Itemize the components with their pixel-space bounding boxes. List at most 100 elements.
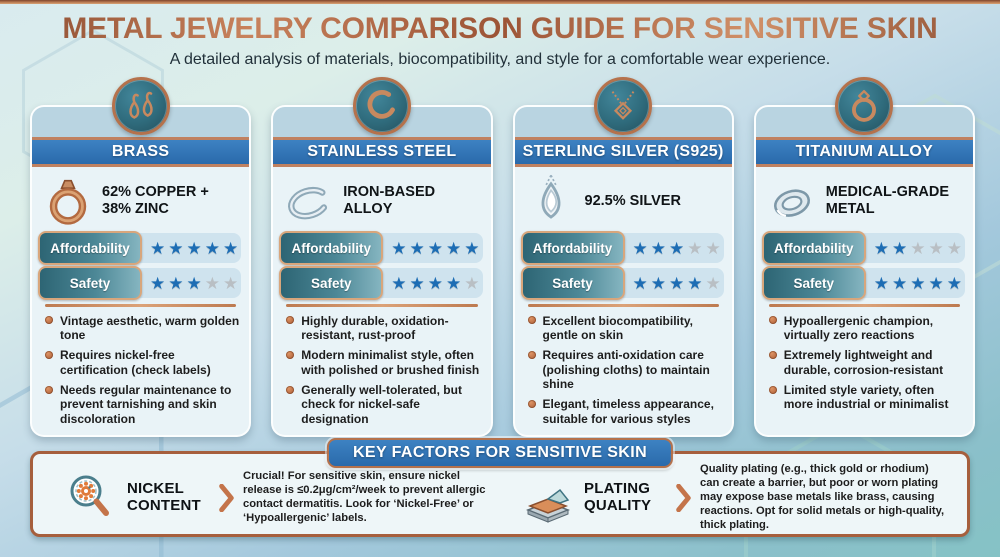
silver-pendant-icon [521, 171, 581, 231]
column-title: BRASS [32, 137, 250, 167]
page-subtitle: A detailed analysis of materials, biocom… [169, 51, 831, 68]
star-filled-icon: ★ [186, 238, 205, 258]
star-filled-icon: ★ [150, 273, 169, 293]
bullet-item: Generally well-tolerated, but check for … [286, 383, 482, 426]
star-filled-icon: ★ [650, 238, 669, 258]
column-titanium-alloy: TITANIUM ALLOY MEDICAL-GRADE METAL Affor… [753, 77, 975, 437]
star-filled-icon: ★ [223, 238, 242, 258]
affordability-stars: ★★★★★ [391, 240, 482, 257]
factor-label: PLATING QUALITY [584, 480, 668, 515]
star-empty-icon: ★ [946, 238, 965, 258]
star-filled-icon: ★ [391, 273, 410, 293]
affordability-rating: Affordability ★★★★★ [761, 231, 965, 265]
star-filled-icon: ★ [892, 273, 911, 293]
star-filled-icon: ★ [669, 238, 688, 258]
column-brass: BRASS 62% COPPER + 38% ZINC Affordabilit… [30, 77, 252, 437]
star-filled-icon: ★ [946, 273, 965, 293]
star-filled-icon: ★ [427, 273, 446, 293]
diamond-ring-icon [835, 77, 894, 135]
plating-layers-icon [520, 470, 576, 526]
affordability-rating: Affordability ★★★★★ [38, 231, 242, 265]
copper-divider [45, 304, 237, 307]
bullet-item: Modern minimalist style, often with poli… [286, 348, 482, 377]
page-title: METAL JEWELRY COMPARISON GUIDE FOR SENSI… [0, 12, 1000, 46]
affordability-label: Affordability [279, 231, 384, 265]
bullet-item: Vintage aesthetic, warm golden tone [45, 314, 241, 343]
star-filled-icon: ★ [409, 238, 428, 258]
affordability-label: Affordability [761, 231, 866, 265]
star-empty-icon: ★ [705, 273, 724, 293]
star-filled-icon: ★ [892, 238, 911, 258]
page-header: METAL JEWELRY COMPARISON GUIDE FOR SENSI… [0, 0, 1000, 69]
material-composition: IRON-BASED ALLOY [343, 184, 436, 217]
magnifier-gear-icon [63, 470, 119, 526]
material-row: MEDICAL-GRADE METAL [756, 167, 973, 231]
material-card: BRASS 62% COPPER + 38% ZINC Affordabilit… [30, 105, 252, 437]
bullet-list: Highly durable, oxidation-resistant, rus… [286, 314, 482, 427]
material-composition: 62% COPPER + 38% ZINC [102, 184, 209, 217]
brass-ring-icon [38, 171, 98, 231]
necklace-icon [594, 77, 653, 135]
factor-label-line1: NICKEL [127, 480, 185, 498]
bullet-item: Elegant, timeless appearance, suitable f… [527, 397, 724, 426]
star-filled-icon: ★ [650, 273, 669, 293]
affordability-label: Affordability [38, 231, 142, 265]
factor-label: NICKEL CONTENT [127, 480, 211, 515]
star-empty-icon: ★ [928, 238, 947, 258]
bullet-item: Limited style variety, often more indust… [768, 383, 965, 412]
copper-divider [768, 304, 960, 307]
safety-rating: Safety ★★★★★ [520, 266, 724, 300]
star-filled-icon: ★ [910, 273, 929, 293]
factor-plating-quality: PLATING QUALITY Quality plating (e.g., t… [500, 463, 957, 532]
column-sterling-silver: STERLING SILVER (S925) 92.5% SILVER Affo… [512, 77, 734, 437]
key-factors-panel: KEY FACTORS FOR SENSITIVE SKIN [30, 438, 970, 537]
star-filled-icon: ★ [409, 273, 428, 293]
star-filled-icon: ★ [464, 238, 483, 258]
safety-stars: ★★★★★ [633, 275, 724, 292]
star-filled-icon: ★ [687, 273, 706, 293]
bullet-list: Vintage aesthetic, warm golden tone Requi… [45, 314, 241, 427]
bullet-item: Highly durable, oxidation-resistant, rus… [286, 314, 482, 343]
copper-divider [527, 304, 719, 307]
star-filled-icon: ★ [186, 273, 205, 293]
safety-stars: ★★★★★ [150, 275, 241, 292]
bullet-item: Requires nickel-free certification (chec… [45, 348, 241, 377]
factor-description: Crucial! For sensitive skin, ensure nick… [243, 470, 486, 524]
titanium-band-icon [762, 171, 822, 231]
star-empty-icon: ★ [705, 238, 724, 258]
star-filled-icon: ★ [150, 238, 169, 258]
copper-divider [286, 304, 478, 307]
chevron-right-icon [219, 483, 235, 513]
material-row: IRON-BASED ALLOY [273, 167, 490, 231]
star-empty-icon: ★ [464, 273, 483, 293]
safety-rating: Safety ★★★★★ [761, 266, 965, 300]
earrings-icon [111, 77, 170, 135]
bullet-item: Excellent biocompatibility, gentle on sk… [527, 314, 724, 343]
top-copper-strip [0, 0, 1000, 4]
star-empty-icon: ★ [687, 238, 706, 258]
factor-label-line2: QUALITY [584, 497, 652, 514]
star-filled-icon: ★ [427, 238, 446, 258]
star-filled-icon: ★ [873, 238, 892, 258]
column-title: STAINLESS STEEL [273, 137, 491, 167]
star-filled-icon: ★ [632, 238, 651, 258]
bullet-list: Excellent biocompatibility, gentle on sk… [527, 314, 724, 427]
safety-label: Safety [761, 266, 866, 300]
affordability-stars: ★★★★★ [874, 240, 965, 257]
star-filled-icon: ★ [669, 273, 688, 293]
affordability-rating: Affordability ★★★★★ [520, 231, 724, 265]
chevron-right-icon [676, 483, 692, 513]
material-composition: MEDICAL-GRADE METAL [825, 184, 949, 217]
bullet-item: Hypoallergenic champion, virtually zero … [768, 314, 965, 343]
affordability-stars: ★★★★★ [633, 240, 724, 257]
bangle-icon [352, 77, 411, 135]
star-filled-icon: ★ [391, 238, 410, 258]
star-empty-icon: ★ [223, 273, 242, 293]
column-title: TITANIUM ALLOY [755, 137, 973, 167]
factor-description: Quality plating (e.g., thick gold or rho… [700, 463, 945, 531]
factor-nickel-content: NICKEL CONTENT Crucial! For sensitive sk… [43, 470, 500, 526]
bullet-item: Extremely lightweight and durable, corro… [768, 348, 965, 377]
star-filled-icon: ★ [632, 273, 651, 293]
affordability-label: Affordability [520, 231, 625, 265]
